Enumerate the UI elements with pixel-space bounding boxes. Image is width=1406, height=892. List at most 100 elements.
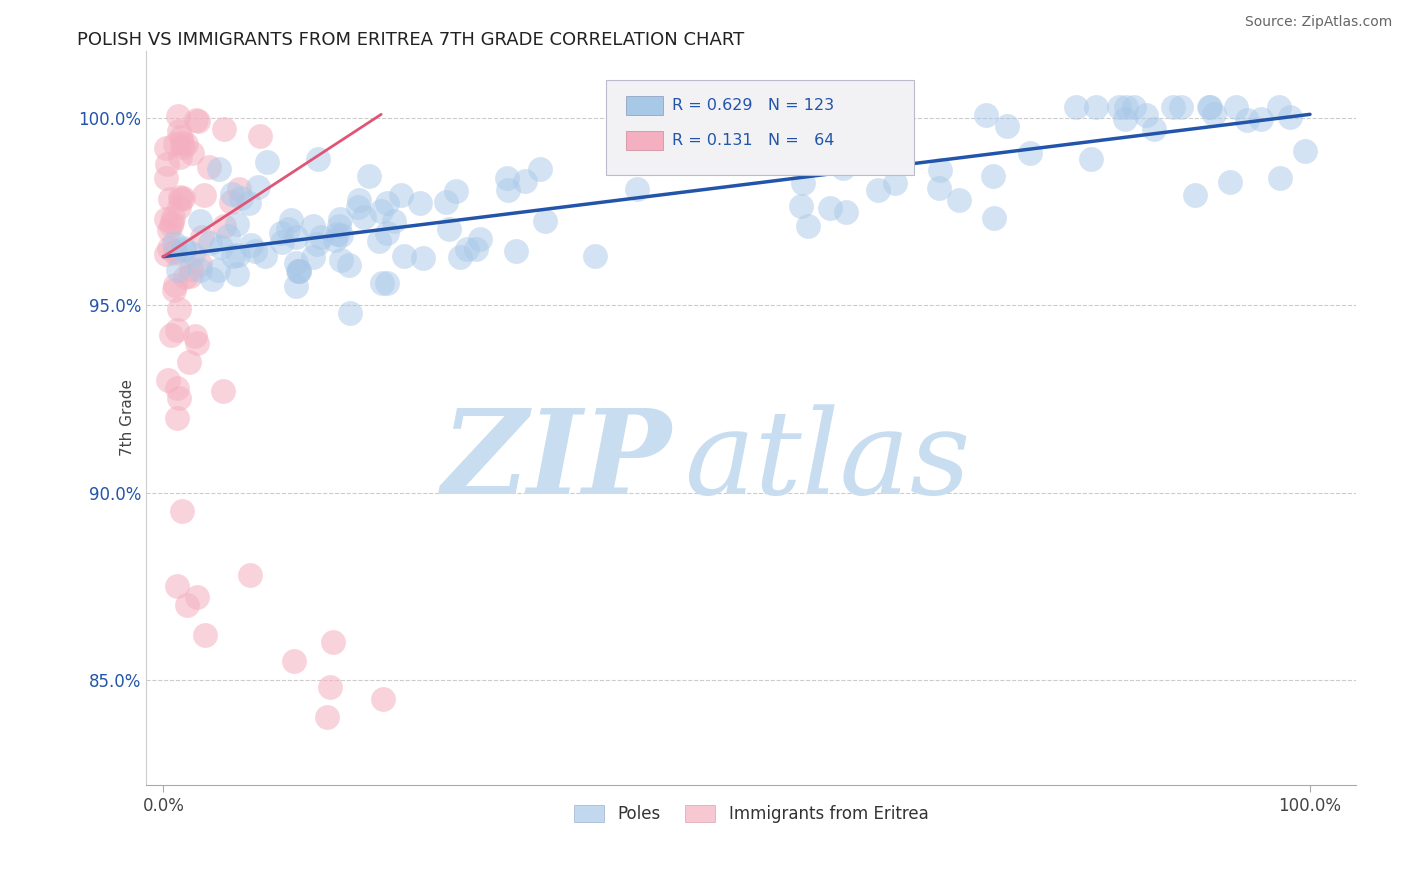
Point	[875, 123, 897, 137]
Text: atlas: atlas	[685, 404, 970, 519]
Point	[190, 229, 212, 244]
Point	[170, 192, 193, 206]
Point	[868, 183, 890, 197]
Point	[163, 235, 186, 250]
Point	[166, 381, 188, 395]
Point	[219, 194, 242, 209]
Point	[328, 219, 350, 234]
Point	[444, 184, 467, 198]
Point	[212, 122, 235, 136]
Point	[240, 238, 263, 252]
Point	[468, 231, 491, 245]
Point	[844, 105, 866, 120]
Point	[1080, 152, 1102, 166]
Point	[305, 236, 328, 251]
Point	[329, 228, 352, 243]
Point	[359, 169, 381, 183]
Point	[166, 579, 188, 593]
Point	[222, 249, 245, 263]
Point	[515, 174, 537, 188]
Point	[884, 176, 907, 190]
Point	[981, 169, 1004, 183]
Point	[184, 112, 207, 127]
Point	[194, 628, 217, 642]
Point	[307, 152, 329, 166]
Point	[1019, 146, 1042, 161]
Point	[170, 504, 193, 518]
Point	[165, 137, 187, 152]
Point	[796, 219, 818, 234]
Point	[170, 129, 193, 144]
Point	[928, 162, 950, 177]
Point	[181, 246, 204, 260]
Point	[505, 244, 527, 258]
Point	[995, 120, 1018, 134]
Point	[373, 691, 395, 706]
Point	[277, 222, 299, 236]
Point	[284, 229, 307, 244]
Point	[288, 264, 311, 278]
Point	[167, 263, 190, 277]
Point	[243, 244, 266, 258]
Bar	[627, 131, 662, 150]
Point	[201, 272, 224, 286]
Point	[155, 211, 177, 226]
Point	[179, 268, 201, 283]
Point	[371, 277, 394, 291]
Point	[583, 249, 606, 263]
Point	[172, 190, 194, 204]
Point	[1114, 112, 1136, 126]
Point	[176, 598, 198, 612]
Point	[1115, 100, 1137, 114]
Point	[283, 654, 305, 668]
Point	[167, 391, 190, 405]
Point	[1219, 175, 1241, 189]
Point	[1161, 100, 1184, 114]
Point	[325, 233, 347, 247]
FancyBboxPatch shape	[606, 80, 914, 176]
Point	[173, 242, 195, 256]
Point	[1199, 100, 1222, 114]
Point	[818, 144, 841, 158]
Point	[163, 278, 186, 293]
Point	[256, 154, 278, 169]
Point	[389, 188, 412, 202]
Point	[157, 241, 180, 255]
Point	[1135, 108, 1157, 122]
Point	[247, 180, 270, 194]
Point	[187, 113, 209, 128]
Point	[163, 244, 186, 259]
Point	[330, 252, 353, 267]
Point	[831, 161, 853, 175]
Point	[325, 227, 347, 242]
Point	[792, 176, 814, 190]
Point	[160, 215, 183, 229]
Point	[392, 249, 415, 263]
Point	[284, 256, 307, 270]
Point	[167, 109, 190, 123]
Point	[301, 219, 323, 234]
Point	[346, 200, 368, 214]
Point	[1250, 112, 1272, 126]
Point	[167, 124, 190, 138]
Point	[188, 214, 211, 228]
Point	[1278, 110, 1301, 124]
Point	[1064, 100, 1087, 114]
Point	[221, 186, 243, 201]
Text: POLISH VS IMMIGRANTS FROM ERITREA 7TH GRADE CORRELATION CHART: POLISH VS IMMIGRANTS FROM ERITREA 7TH GR…	[77, 31, 745, 49]
Point	[162, 210, 184, 224]
Point	[166, 410, 188, 425]
Point	[173, 244, 195, 258]
Point	[1170, 100, 1192, 114]
Point	[495, 170, 517, 185]
Point	[172, 140, 194, 154]
Point	[449, 251, 471, 265]
Point	[375, 276, 398, 290]
Point	[155, 247, 177, 261]
Point	[188, 257, 211, 271]
Point	[456, 242, 478, 256]
Point	[339, 306, 361, 320]
Point	[370, 203, 392, 218]
Point	[157, 223, 180, 237]
Point	[1198, 100, 1220, 114]
